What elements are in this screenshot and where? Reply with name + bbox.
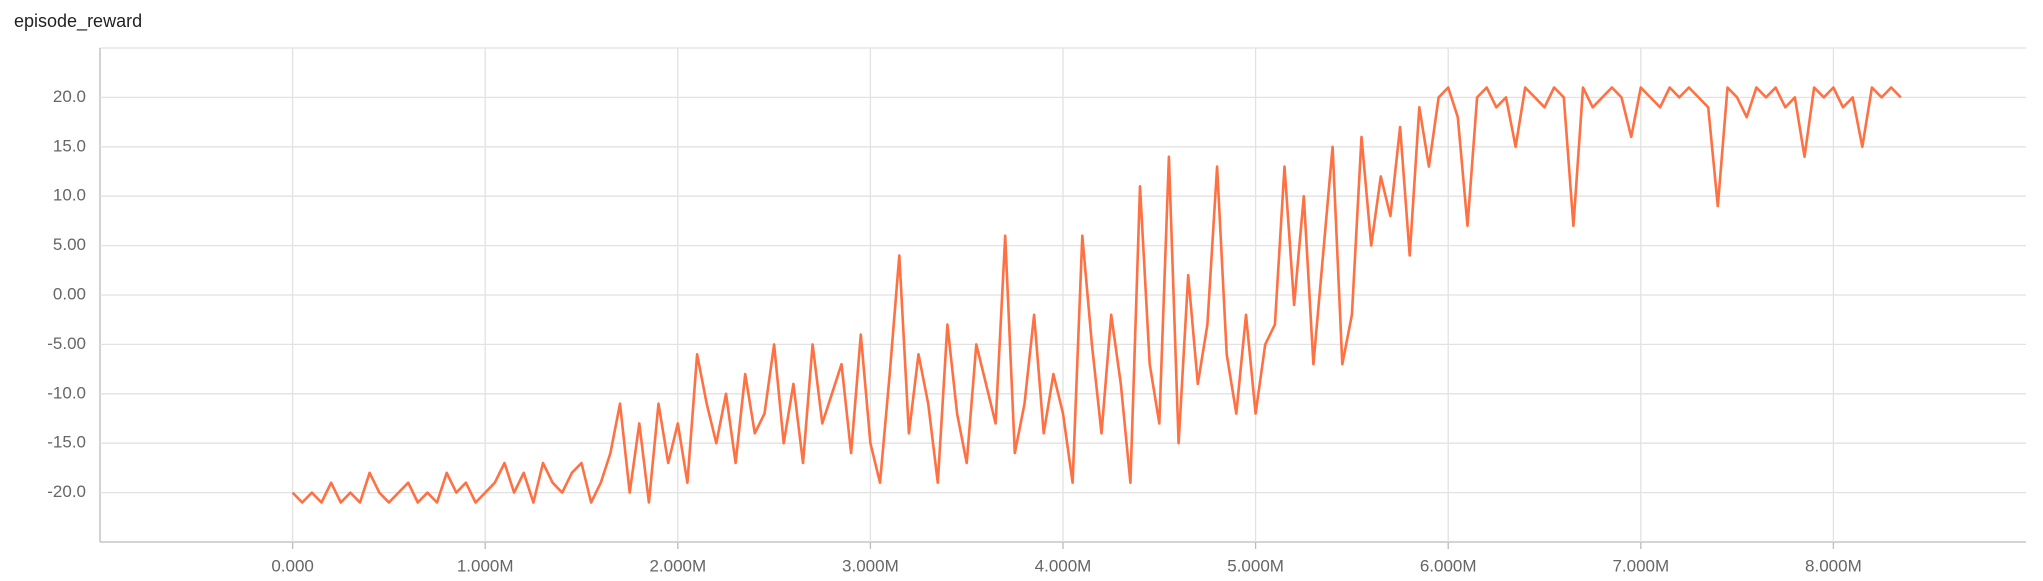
- x-tick-label: 8.000M: [1805, 556, 1862, 575]
- chart-title: episode_reward: [14, 11, 142, 32]
- y-tick-label: 0.00: [53, 284, 86, 303]
- y-tick-label: 15.0: [53, 136, 86, 155]
- y-tick-label: -5.00: [47, 334, 86, 353]
- y-tick-label: 5.00: [53, 235, 86, 254]
- x-tick-label: 3.000M: [842, 556, 899, 575]
- y-tick-label: -20.0: [47, 482, 86, 501]
- x-tick-label: 0.000: [271, 556, 314, 575]
- y-tick-label: -10.0: [47, 383, 86, 402]
- x-tick-label: 6.000M: [1420, 556, 1477, 575]
- x-tick-label: 5.000M: [1227, 556, 1284, 575]
- x-tick-label: 1.000M: [457, 556, 514, 575]
- y-tick-label: 20.0: [53, 87, 86, 106]
- x-tick-label: 4.000M: [1035, 556, 1092, 575]
- x-tick-label: 2.000M: [649, 556, 706, 575]
- data-line: [291, 86, 1902, 504]
- y-tick-label: 10.0: [53, 186, 86, 205]
- y-tick-label: -15.0: [47, 433, 86, 452]
- x-tick-label: 7.000M: [1612, 556, 1669, 575]
